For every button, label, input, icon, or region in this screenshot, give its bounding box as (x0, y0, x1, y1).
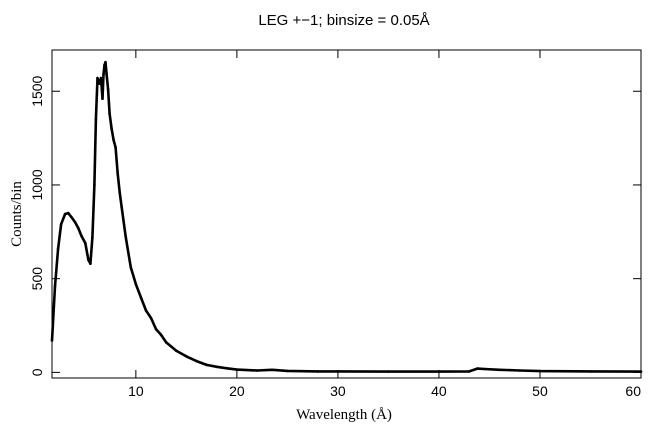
data-point (97, 79, 100, 83)
data-point (468, 370, 471, 373)
data-point (139, 296, 143, 299)
data-point (63, 212, 67, 216)
data-point (103, 63, 106, 67)
data-point (476, 367, 479, 370)
x-tick-label: 50 (532, 383, 548, 399)
data-point (225, 367, 229, 370)
data-point (120, 206, 123, 209)
data-point (91, 236, 94, 239)
data-point (185, 355, 188, 358)
data-point (112, 138, 115, 142)
data-point (134, 283, 138, 286)
data-point (255, 369, 259, 372)
data-point (144, 309, 148, 312)
data-point (104, 60, 107, 64)
data-point (175, 349, 178, 353)
chart-title: LEG +−1; binsize = 0.05Å (258, 12, 429, 29)
data-point (538, 369, 542, 373)
data-point (286, 369, 289, 373)
data-point (118, 191, 121, 194)
y-tick-label: 1500 (29, 75, 45, 106)
data-point (498, 368, 501, 372)
data-point (437, 370, 441, 373)
data-point (129, 266, 133, 269)
y-tick-label: 500 (29, 267, 45, 291)
data-point (639, 370, 643, 373)
x-tick-label: 10 (128, 383, 144, 399)
data-point (205, 363, 208, 367)
y-axis-label: Counts/bin (9, 181, 25, 247)
x-tick-label: 60 (625, 383, 641, 399)
data-point (149, 316, 153, 320)
y-tick-label: 0 (29, 368, 45, 376)
data-point (110, 127, 113, 130)
data-point (89, 262, 92, 266)
data-point (80, 234, 83, 237)
data-point (69, 215, 73, 219)
data-point (99, 76, 103, 80)
data-point (53, 284, 57, 288)
data-point (164, 341, 168, 344)
x-axis: 10 20 30 40 50 60 (128, 50, 642, 399)
data-point (159, 333, 163, 337)
y-axis: 0 500 1000 1500 (29, 75, 641, 376)
data-point (87, 258, 90, 262)
plot-frame (51, 49, 642, 379)
x-tick-label: 20 (229, 383, 245, 399)
data-point (235, 368, 239, 371)
data-point (316, 370, 320, 373)
data-point (101, 97, 104, 100)
x-axis-label: Wavelength (Å) (296, 407, 392, 423)
data-point (589, 370, 592, 373)
data-point (215, 365, 218, 369)
data-point (154, 328, 158, 331)
data-point (66, 211, 70, 215)
y-tick-label: 1000 (29, 169, 45, 200)
data-point (518, 369, 522, 372)
data-point (114, 146, 117, 149)
series-line (50, 60, 642, 373)
x-tick-label: 30 (330, 383, 346, 399)
data-point (77, 226, 80, 230)
data-point (270, 368, 274, 372)
series-points (50, 60, 643, 373)
x-tick-label: 40 (431, 383, 447, 399)
data-point (96, 76, 99, 80)
data-point (387, 370, 390, 373)
data-point (336, 370, 340, 373)
data-point (56, 247, 60, 250)
data-point (93, 183, 96, 187)
data-point (106, 88, 110, 91)
data-point (94, 118, 98, 121)
data-point (59, 223, 63, 226)
data-point (483, 367, 486, 371)
data-point (102, 73, 105, 76)
data-point (116, 172, 119, 175)
data-point (98, 82, 101, 85)
data-point (124, 236, 128, 239)
data-point (105, 73, 108, 76)
data-point (195, 359, 198, 363)
data-point (84, 241, 87, 245)
data-point (50, 339, 54, 342)
data-point (73, 221, 77, 224)
data-point (108, 112, 111, 115)
